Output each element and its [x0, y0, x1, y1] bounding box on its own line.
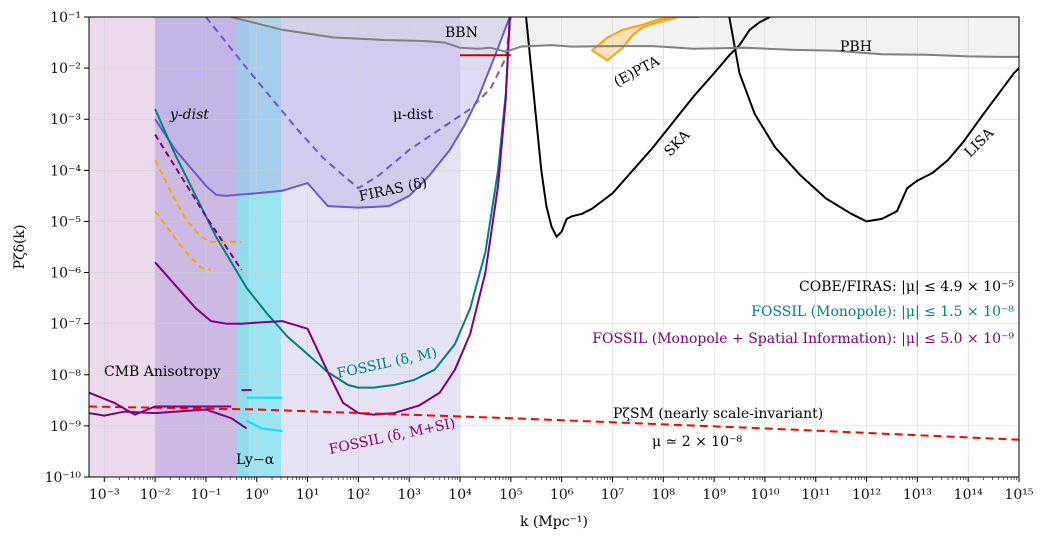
series--dist-bound	[205, 17, 512, 190]
x-tick-label: 10⁹	[702, 487, 726, 503]
y-tick-label: 10⁻⁸	[50, 368, 81, 384]
lya-segment-3	[89, 391, 232, 416]
series-firas-	[154, 17, 511, 209]
series-fossil-m-	[154, 17, 511, 389]
dashed-extension-0	[154, 134, 243, 271]
sm-mu-label: μ ≃ 2 × 10⁻⁸	[652, 434, 742, 450]
y-tick-label: 10⁻⁹	[50, 419, 81, 435]
x-tick-label: 10⁻³	[89, 487, 120, 503]
series-fossil-m-si-	[154, 17, 511, 416]
x-tick-label: 10⁸	[652, 487, 676, 503]
y-tick-label: 10⁻⁴	[50, 163, 81, 179]
region-1	[155, 17, 249, 477]
dashed-extension-2	[154, 210, 212, 271]
lya-label: Ly−α	[236, 452, 275, 468]
mu-dist-label: μ-dist	[393, 107, 433, 123]
x-tick-label: 10¹	[296, 487, 319, 503]
y-dist-label: y-dist	[169, 107, 209, 123]
region-2	[248, 17, 461, 477]
y-tick-label: 10⁻⁵	[50, 214, 81, 230]
series-lisa	[728, 17, 1019, 223]
x-tick-label: 10¹²	[852, 487, 881, 503]
pta-label: (E)PTA	[611, 53, 663, 91]
x-tick-label: 10¹⁴	[954, 487, 983, 503]
x-tick-label: 10³	[397, 487, 420, 503]
y-tick-label: 10⁻³	[50, 112, 81, 128]
y-tick-label: 10⁻¹	[50, 10, 81, 26]
pta-fill	[590, 17, 699, 62]
y-tick-label: 10⁻⁶	[50, 266, 81, 282]
series-ska	[525, 17, 771, 238]
lya-segment-1	[246, 419, 283, 432]
x-tick-label: 10⁻²	[140, 487, 171, 503]
x-tick-label: 10⁴	[448, 487, 472, 503]
y-tick-label: 10⁻⁷	[50, 317, 81, 333]
lya-segment-4	[89, 408, 248, 430]
x-tick-label: 10⁵	[499, 487, 523, 503]
x-tick-label: 10¹¹	[801, 487, 830, 503]
y-tick-label: 10⁻²	[50, 61, 81, 77]
bbn-label: BBN	[445, 25, 478, 41]
x-tick-label: 10⁶	[550, 487, 574, 503]
lisa-label: LISA	[962, 124, 998, 160]
x-tick-label: 10¹⁰	[750, 487, 779, 503]
x-tick-label: 10¹⁵	[1004, 487, 1033, 503]
legend-firas: COBE/FIRAS: |μ| ≤ 4.9 × 10⁻⁵	[799, 279, 1014, 295]
y-tick-label: 10⁻¹⁰	[45, 470, 82, 486]
x-tick-label: 10⁰	[245, 487, 269, 503]
dashed-extension-1	[154, 159, 242, 243]
y-axis-label: Pζδ(k)	[12, 225, 28, 270]
x-tick-label: 10⁻¹	[191, 487, 222, 503]
x-axis-label: k (Mpc⁻¹)	[520, 514, 588, 530]
region-3	[236, 17, 281, 477]
x-tick-label: 10⁷	[601, 487, 625, 503]
sm-label: PζSM (nearly scale-invariant)	[613, 406, 823, 422]
x-tick-label: 10²	[347, 487, 370, 503]
pbh-label: PBH	[840, 39, 872, 55]
series-sm	[89, 405, 1019, 441]
x-tick-label: 10¹³	[903, 487, 932, 503]
legend-fossil-m: FOSSIL (Monopole): |μ| ≤ 1.5 × 10⁻⁸	[751, 304, 1014, 320]
legend-fossil-msi: FOSSIL (Monopole + Spatial Information):…	[592, 331, 1014, 347]
series-pbh	[231, 17, 1019, 58]
cmb-anisotropy-label: CMB Anisotropy	[104, 364, 221, 380]
